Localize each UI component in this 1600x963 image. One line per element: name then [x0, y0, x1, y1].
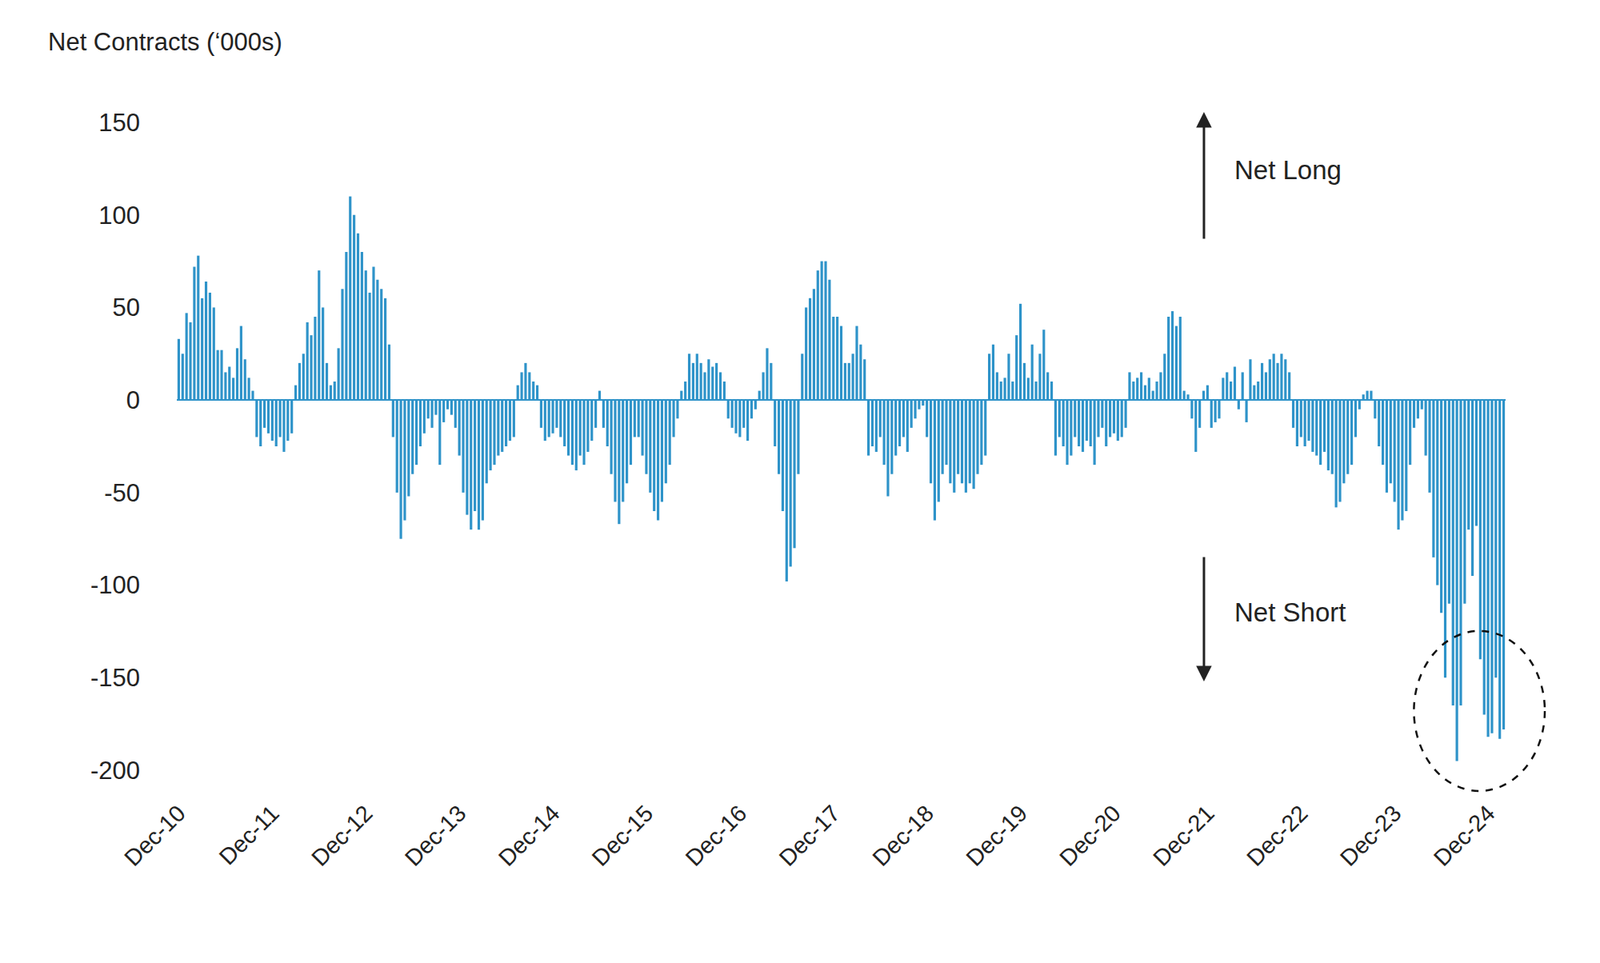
svg-text:Net Contracts (‘000s): Net Contracts (‘000s) [48, 28, 283, 56]
svg-text:-150: -150 [90, 664, 140, 692]
svg-text:150: 150 [98, 108, 140, 137]
svg-text:Dec-23: Dec-23 [1335, 800, 1407, 872]
svg-text:Dec-10: Dec-10 [119, 800, 191, 872]
svg-text:Net Long: Net Long [1234, 155, 1342, 185]
svg-text:Dec-22: Dec-22 [1241, 800, 1313, 872]
svg-text:Dec-24: Dec-24 [1428, 800, 1500, 872]
svg-text:Dec-21: Dec-21 [1148, 800, 1220, 872]
svg-text:-200: -200 [90, 756, 140, 785]
svg-text:Dec-19: Dec-19 [960, 800, 1032, 872]
svg-text:Dec-13: Dec-13 [400, 800, 472, 872]
svg-text:Net Short: Net Short [1234, 597, 1346, 628]
svg-text:-50: -50 [104, 479, 140, 508]
svg-text:0: 0 [126, 386, 140, 415]
svg-text:Dec-12: Dec-12 [306, 800, 378, 872]
svg-text:Dec-18: Dec-18 [867, 800, 939, 872]
svg-text:Dec-14: Dec-14 [493, 800, 565, 872]
svg-text:Dec-11: Dec-11 [214, 800, 284, 870]
svg-text:Dec-15: Dec-15 [587, 800, 659, 872]
svg-text:50: 50 [112, 293, 140, 322]
svg-text:-100: -100 [90, 571, 140, 600]
svg-text:Dec-17: Dec-17 [774, 800, 846, 872]
svg-text:Dec-16: Dec-16 [680, 800, 752, 872]
svg-text:Dec-20: Dec-20 [1054, 800, 1126, 872]
svg-text:100: 100 [98, 201, 140, 230]
